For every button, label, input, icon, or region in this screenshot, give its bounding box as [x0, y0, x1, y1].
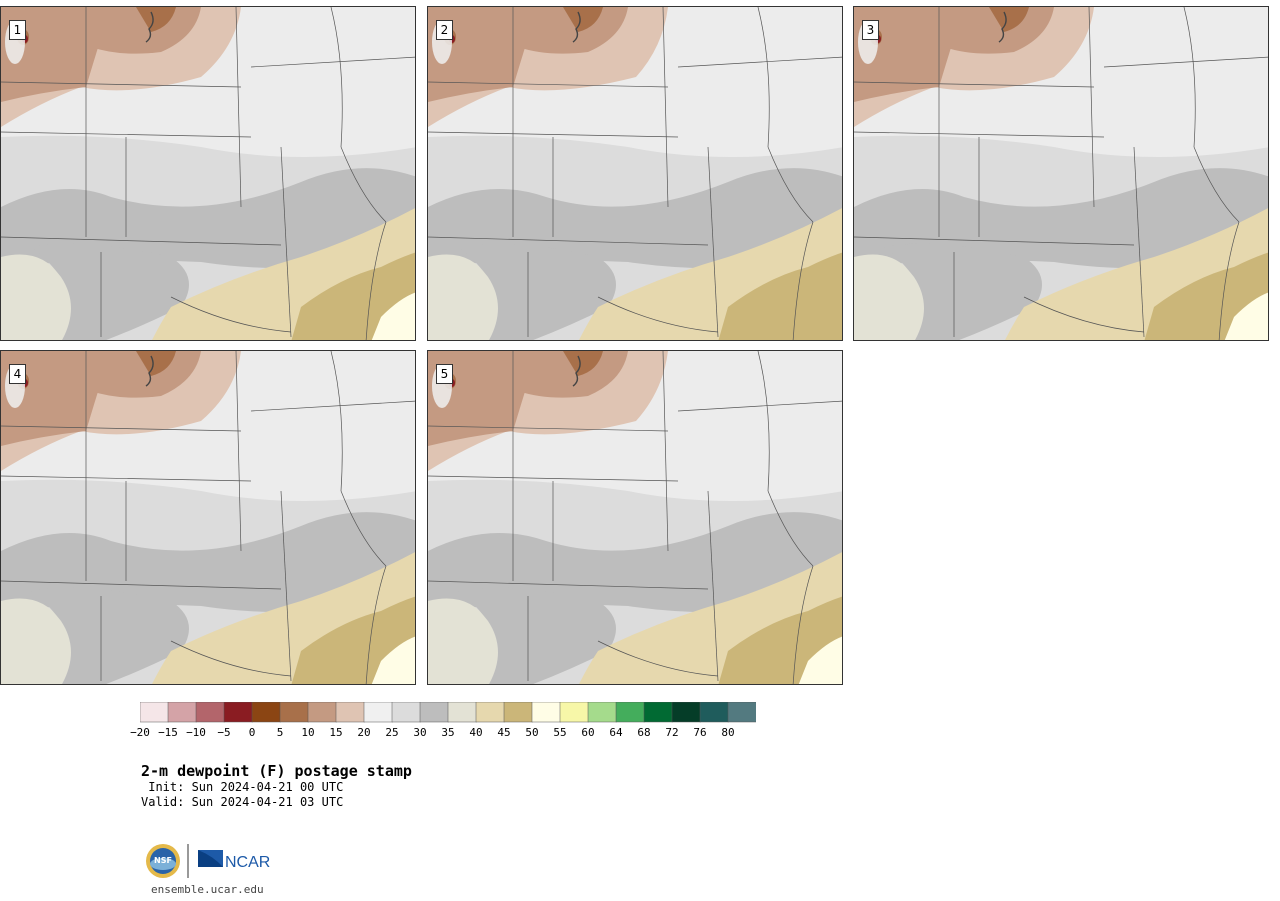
- dewpoint-map: [1, 351, 415, 684]
- colorbar-tick-label: 15: [329, 726, 343, 739]
- colorbar-swatch: [419, 702, 449, 723]
- dewpoint-map: [428, 351, 842, 684]
- panel-label: 3: [862, 20, 879, 40]
- site-url: ensemble.ucar.edu: [151, 883, 264, 896]
- colorbar-swatch: [475, 702, 505, 723]
- colorbar-tick-label: 55: [553, 726, 567, 739]
- colorbar-swatch: [503, 702, 533, 723]
- colorbar-tick-label: −10: [186, 726, 206, 739]
- colorbar-swatch: [363, 702, 393, 723]
- colorbar-tick-label: 68: [637, 726, 651, 739]
- panel-label: 5: [436, 364, 453, 384]
- colorbar-swatch: [391, 702, 421, 723]
- colorbar-swatch: [615, 702, 645, 723]
- colorbar-tick-label: −20: [130, 726, 150, 739]
- colorbar-swatch: [643, 702, 673, 723]
- map-panel-3: 3: [853, 6, 1269, 341]
- map-panel-4: 4: [0, 350, 416, 685]
- valid-time: Valid: Sun 2024-04-21 03 UTC: [141, 795, 344, 809]
- svg-text:NSF: NSF: [154, 856, 172, 865]
- colorbar-swatch: [671, 702, 701, 723]
- nsf-logo-icon: NSF: [146, 844, 180, 878]
- colorbar-swatch: [531, 702, 561, 723]
- colorbar: [140, 702, 756, 723]
- ncar-logo-icon: NCAR: [198, 850, 270, 871]
- panel-label: 4: [9, 364, 26, 384]
- colorbar-swatch: [223, 702, 253, 723]
- colorbar-tick-label: 40: [469, 726, 483, 739]
- colorbar-tick-label: 20: [357, 726, 371, 739]
- dewpoint-map: [854, 7, 1268, 340]
- colorbar-swatch: [251, 702, 281, 723]
- colorbar-tick-label: 30: [413, 726, 427, 739]
- init-time: Init: Sun 2024-04-21 00 UTC: [141, 780, 344, 794]
- colorbar-tick-label: 72: [665, 726, 679, 739]
- colorbar-swatch: [587, 702, 617, 723]
- colorbar-swatch: [335, 702, 365, 723]
- colorbar-tick-label: 35: [441, 726, 455, 739]
- colorbar-tick-labels: −20 −15 −10 −5 0 5 10 15 20 25 30 35 40 45 50 55 60 64 68 7…: [130, 726, 780, 742]
- map-panel-1: 1: [0, 6, 416, 341]
- colorbar-tick-label: 76: [693, 726, 707, 739]
- chart-title: 2-m dewpoint (F) postage stamp: [141, 762, 412, 780]
- colorbar-tick-label: 50: [525, 726, 539, 739]
- colorbar-swatch: [279, 702, 309, 723]
- colorbar-swatch: [307, 702, 337, 723]
- panel-label: 2: [436, 20, 453, 40]
- colorbar-tick-label: 60: [581, 726, 595, 739]
- colorbar-tick-label: 10: [301, 726, 315, 739]
- colorbar-swatch: [727, 702, 756, 723]
- panel-label: 1: [9, 20, 26, 40]
- map-panel-5: 5: [427, 350, 843, 685]
- colorbar-tick-label: −5: [217, 726, 231, 739]
- logo-group: NSF NCAR: [146, 844, 270, 878]
- colorbar-swatch: [699, 702, 729, 723]
- colorbar-swatch: [447, 702, 477, 723]
- colorbar-tick-label: 64: [609, 726, 623, 739]
- colorbar-tick-label: 25: [385, 726, 399, 739]
- dewpoint-map: [1, 7, 415, 340]
- colorbar-swatch: [167, 702, 197, 723]
- colorbar-tick-label: −15: [158, 726, 178, 739]
- colorbar-tick-label: 5: [276, 726, 284, 739]
- colorbar-tick-label: 0: [248, 726, 256, 739]
- colorbar-swatch: [195, 702, 225, 723]
- map-panel-2: 2: [427, 6, 843, 341]
- colorbar-swatch: [140, 702, 169, 723]
- svg-text:NCAR: NCAR: [225, 854, 270, 871]
- dewpoint-map: [428, 7, 842, 340]
- colorbar-tick-label: 80: [721, 726, 735, 739]
- colorbar-tick-label: 45: [497, 726, 511, 739]
- colorbar-swatch: [559, 702, 589, 723]
